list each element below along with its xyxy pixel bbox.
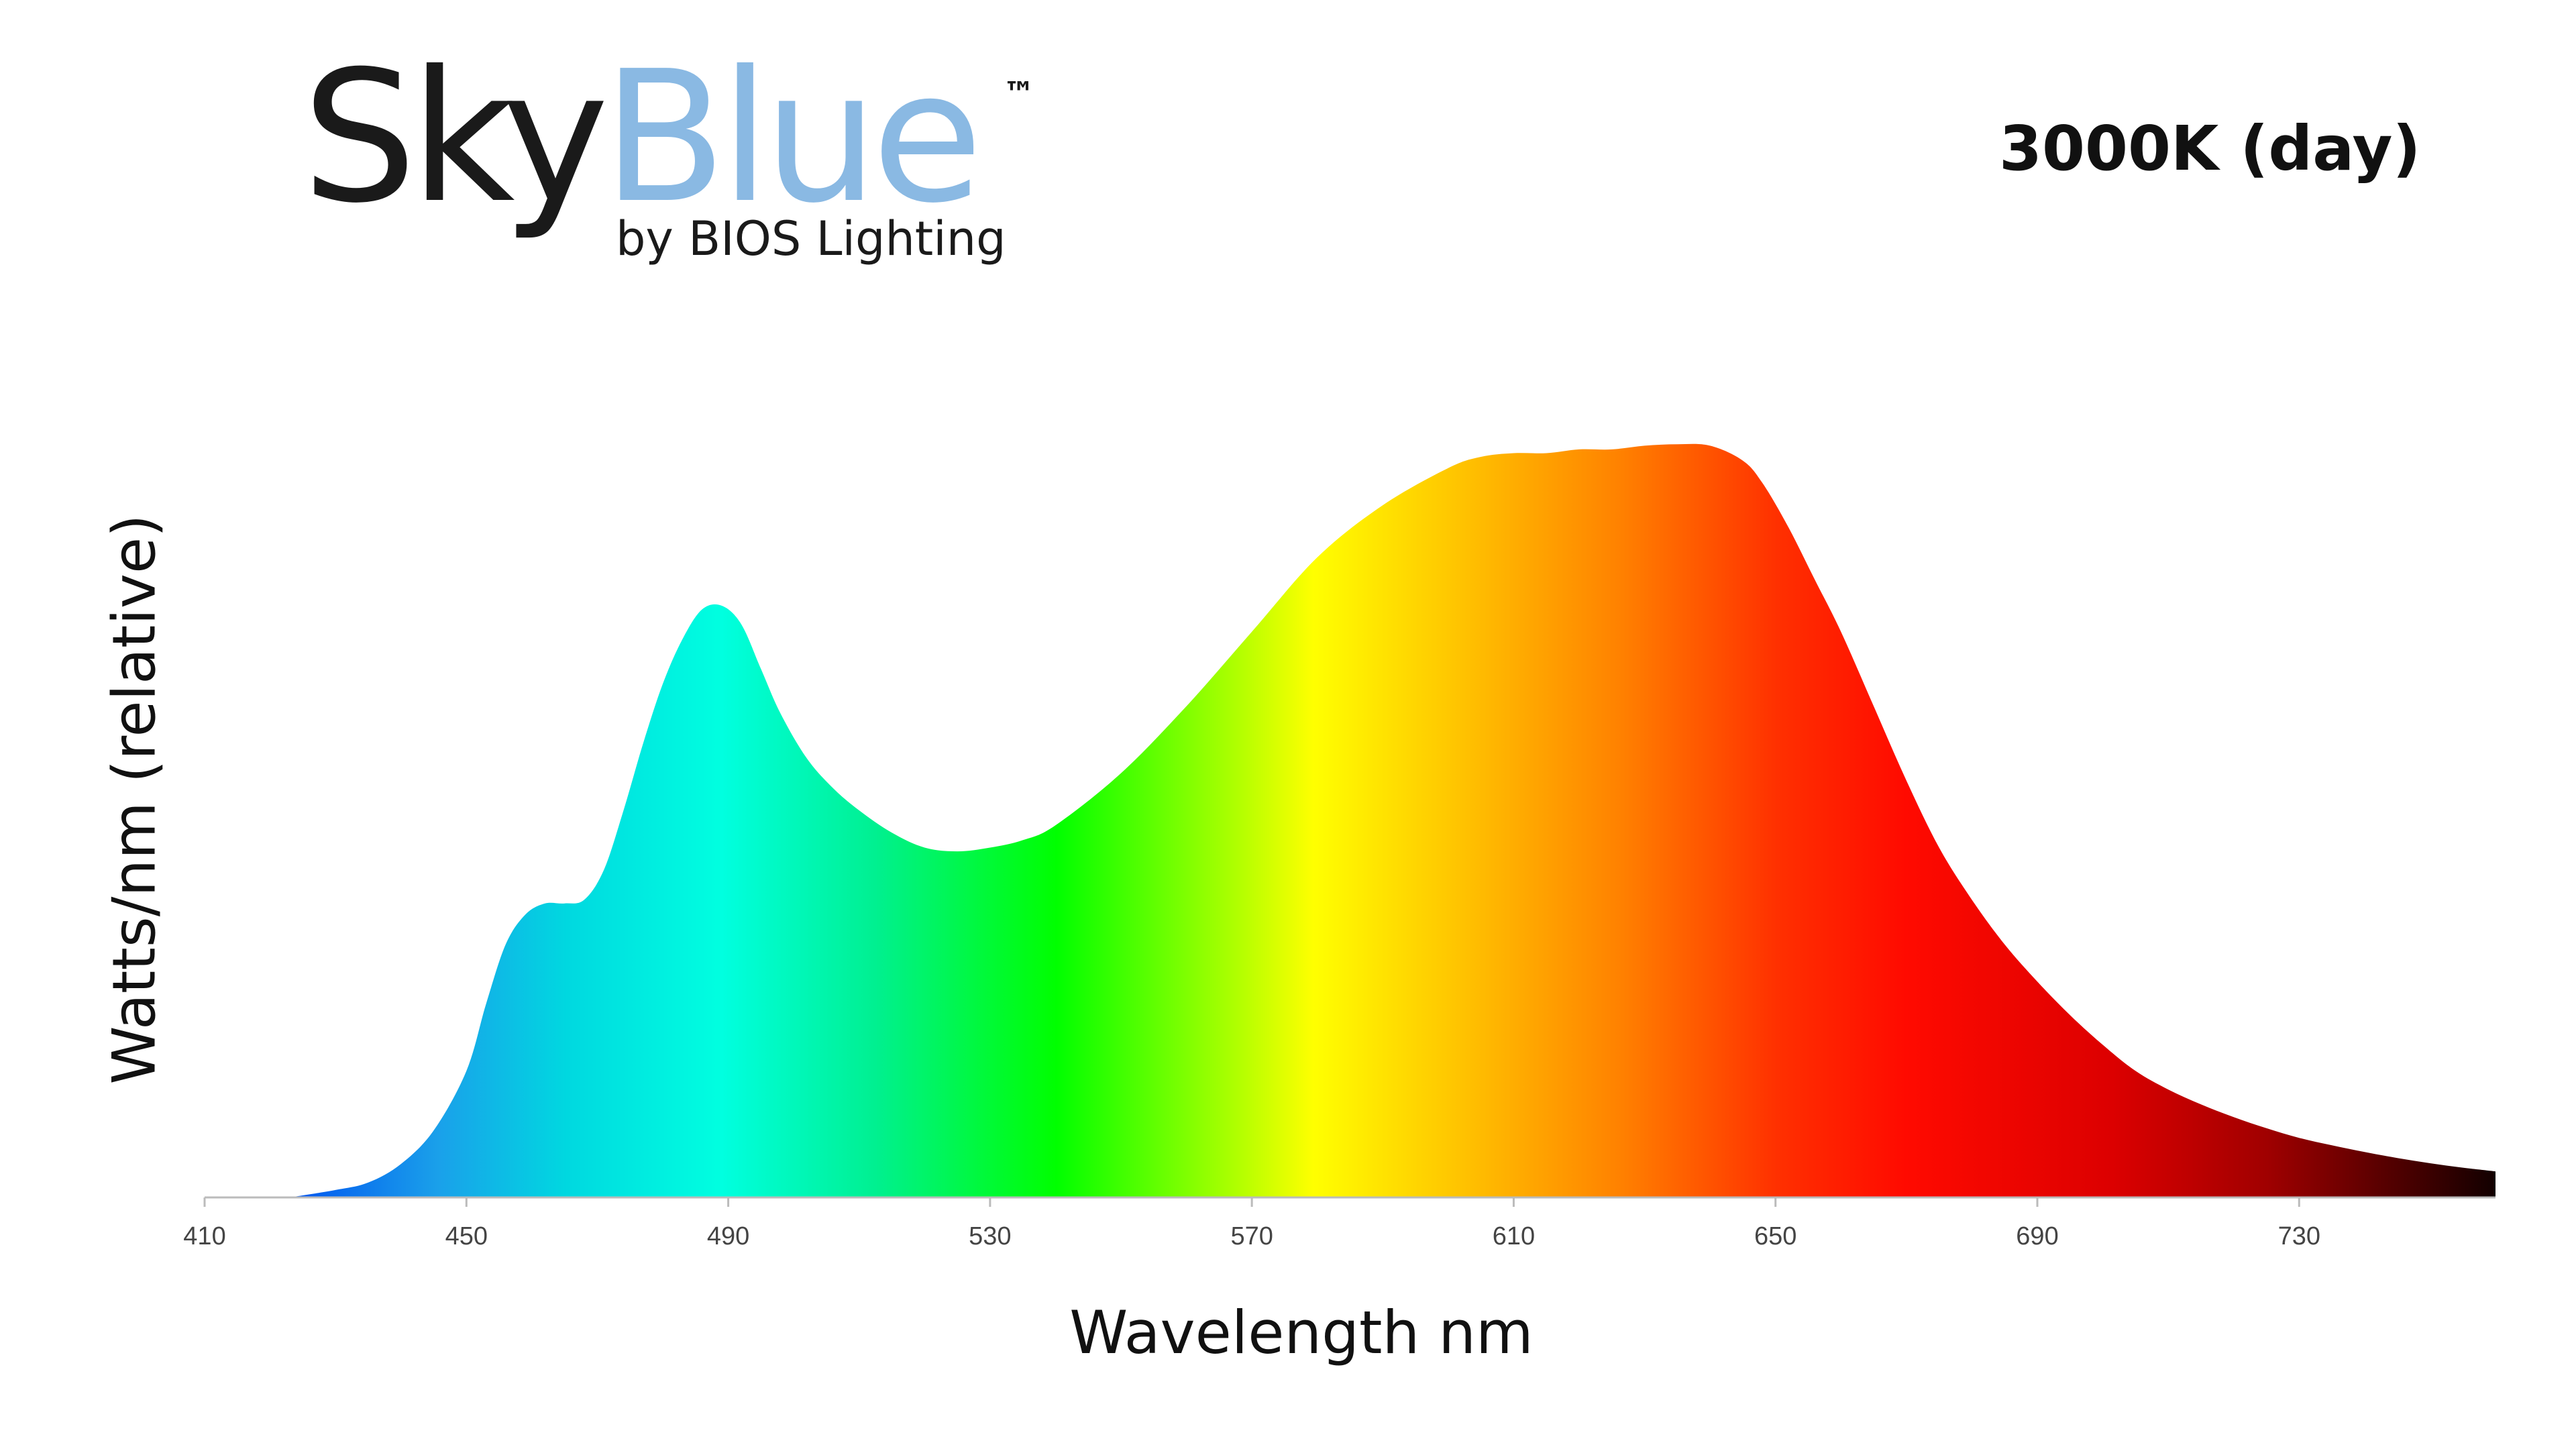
logo-wordmark: SkyBlue (302, 47, 983, 228)
skyblue-logo: SkyBlue ™ by BIOS Lighting (302, 47, 1040, 275)
spectrum-area (289, 443, 2496, 1197)
logo-blue-text: Blue (602, 32, 983, 243)
x-ticks: 410 450 490 530 570 610 650 690 730 (183, 1197, 2320, 1250)
x-axis-label: Wavelength nm (1069, 1298, 1534, 1367)
x-tick-label: 490 (707, 1222, 749, 1250)
x-tick-label: 530 (969, 1222, 1011, 1250)
x-tick-label: 450 (445, 1222, 488, 1250)
x-tick-label: 610 (1493, 1222, 1535, 1250)
x-tick-label: 690 (2016, 1222, 2058, 1250)
logo-sky-text: Sky (302, 32, 609, 243)
x-tick-label: 570 (1230, 1222, 1273, 1250)
logo-byline: by BIOS Lighting (616, 211, 1006, 266)
logo-trademark: ™ (1003, 75, 1035, 113)
chart-subtitle: 3000K (day) (1999, 113, 2421, 184)
x-tick-label: 650 (1754, 1222, 1796, 1250)
x-tick-label: 730 (2278, 1222, 2320, 1250)
x-tick-label: 410 (183, 1222, 225, 1250)
